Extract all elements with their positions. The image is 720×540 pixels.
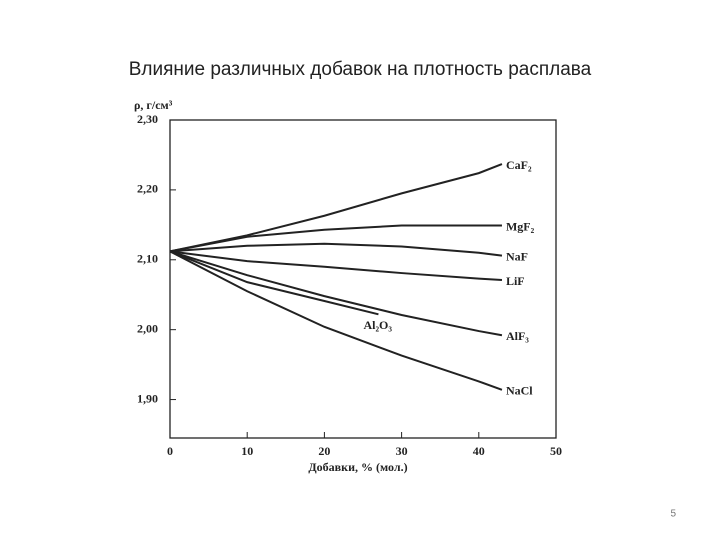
x-tick-label: 30 xyxy=(396,444,408,458)
x-tick-label: 20 xyxy=(318,444,330,458)
series-line xyxy=(169,250,379,316)
x-tick-label: 0 xyxy=(167,444,173,458)
y-tick-label: 1,90 xyxy=(137,391,158,405)
y-tick-label: 2,10 xyxy=(137,252,158,266)
series-label: Al₂O₃ xyxy=(363,318,392,332)
series-line xyxy=(169,224,502,253)
x-axis-label: Добавки, % (мол.) xyxy=(308,460,407,474)
x-tick-label: 10 xyxy=(241,444,253,458)
series-label: NaF xyxy=(506,249,528,263)
series-label: MgF₂ xyxy=(506,219,535,233)
y-tick-label: 2,20 xyxy=(137,182,158,196)
y-axis-label: ρ, г/см³ xyxy=(134,98,173,112)
series-label: AlF₃ xyxy=(506,329,529,343)
chart-title: Влияние различных добавок на плотность р… xyxy=(129,59,592,80)
y-tick-label: 2,30 xyxy=(137,112,158,126)
series-line xyxy=(169,250,503,391)
y-tick-label: 2,00 xyxy=(137,321,158,335)
x-tick-label: 50 xyxy=(550,444,562,458)
plot-frame xyxy=(169,119,557,439)
x-tick-label: 40 xyxy=(473,444,485,458)
series-label: NaCl xyxy=(506,384,533,398)
series-label: LiF xyxy=(506,274,525,288)
series-line xyxy=(169,250,503,282)
page-number: 5 xyxy=(670,509,676,520)
series-line xyxy=(169,163,503,253)
series-line xyxy=(169,242,503,257)
series-label: CaF₂ xyxy=(506,158,532,172)
series-line xyxy=(169,250,503,337)
